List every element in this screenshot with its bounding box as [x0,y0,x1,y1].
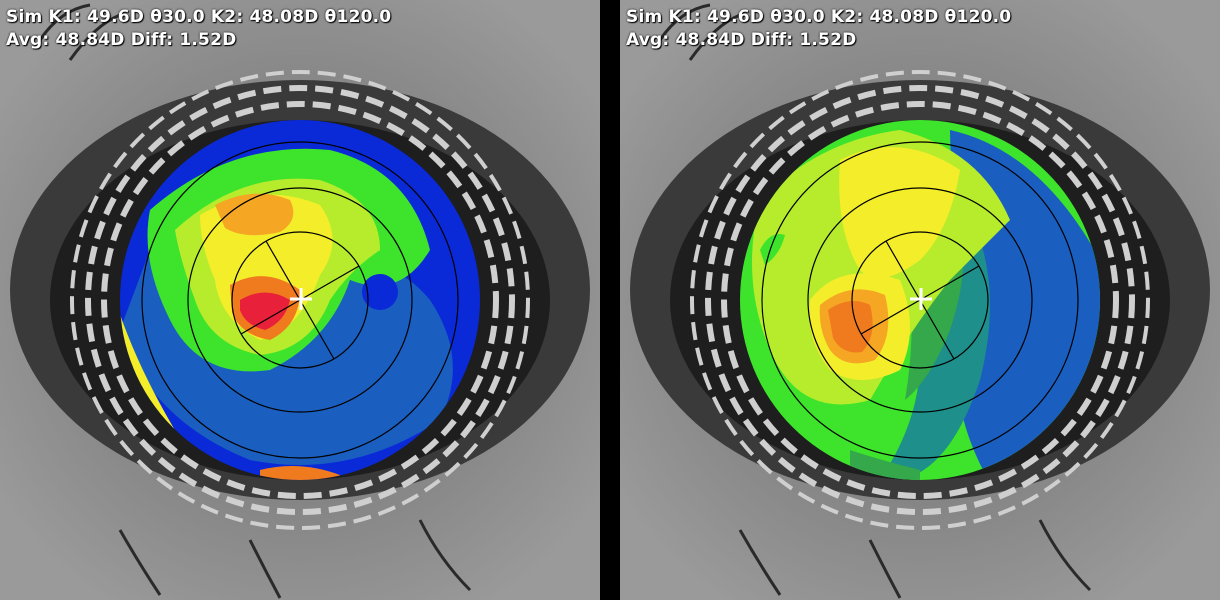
right-center-crosshair [910,288,932,310]
right-sim-k-line: Sim K1: 49.6D θ30.0 K2: 48.08D θ120.0 [626,7,1012,27]
right-topography-map [740,120,1100,480]
left-measure-rings [141,141,459,459]
left-center-crosshair [290,288,312,310]
placido-rings [70,70,530,530]
right-topography-panel: Sim K1: 49.6D θ30.0 K2: 48.08D θ120.0 Av… [620,0,1220,600]
right-eye-scene [620,0,1220,600]
right-keratometry-readout: Sim K1: 49.6D θ30.0 K2: 48.08D θ120.0 Av… [626,6,1011,52]
placido-rings [690,70,1150,530]
left-topography-panel: Sim K1: 49.6D θ30.0 K2: 48.08D θ120.0 Av… [0,0,600,600]
right-measure-rings [761,141,1079,459]
left-average-diff-line: Avg: 48.84D Diff: 1.52D [6,30,237,50]
eyelashes [38,3,472,599]
left-sim-k-line: Sim K1: 49.6D θ30.0 K2: 48.08D θ120.0 [6,7,392,27]
right-average-diff-line: Avg: 48.84D Diff: 1.52D [626,30,857,50]
eyelashes [658,3,1092,599]
left-keratometry-readout: Sim K1: 49.6D θ30.0 K2: 48.08D θ120.0 Av… [6,6,391,52]
left-eye-scene [0,0,600,600]
